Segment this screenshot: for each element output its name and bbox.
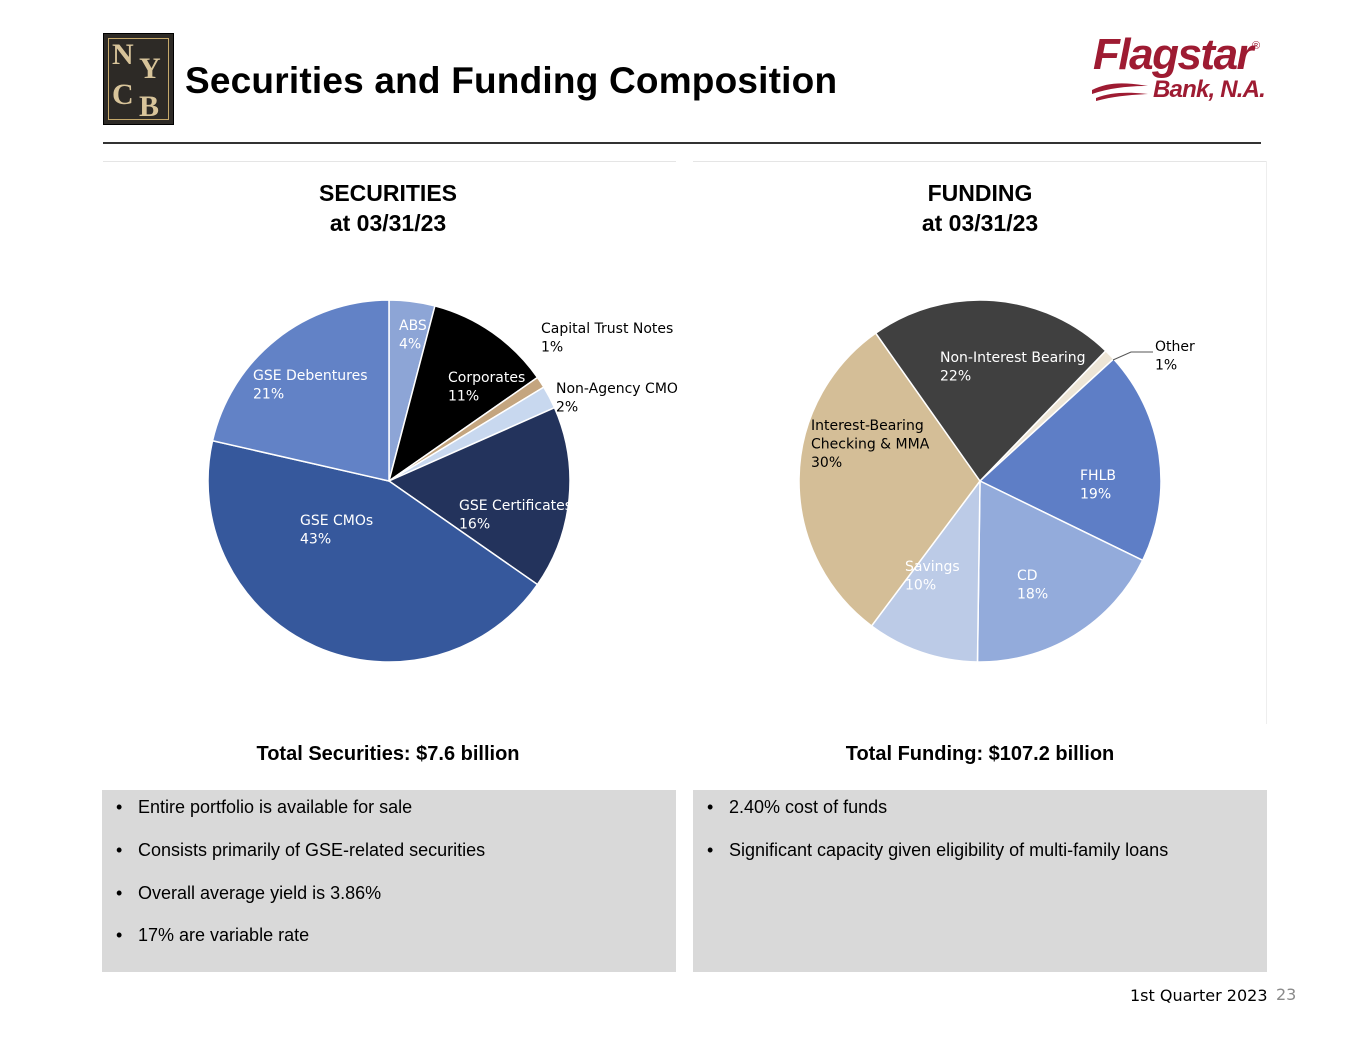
- page-title: Securities and Funding Composition: [185, 60, 838, 101]
- funding-chart-title: FUNDING at 03/31/23: [693, 178, 1267, 238]
- pie-slice-interest-bearing-checking-mma: [798, 332, 981, 627]
- logo-letter-n: N: [112, 38, 134, 71]
- pie-label: Non-Agency CMO 2%: [556, 381, 678, 416]
- list-item: • Overall average yield is 3.86%: [116, 883, 382, 903]
- pie-slice-savings: [870, 478, 981, 663]
- pie-label: Capital Trust Notes 1%: [541, 321, 673, 356]
- pie-slice-gse-certificates: [387, 406, 571, 586]
- footer-quarter: 1st Quarter 2023: [1130, 986, 1268, 1005]
- funding-panel-side-line: [1266, 161, 1267, 724]
- pie-label: GSE CMOs 43%: [300, 513, 373, 548]
- brand-registered-mark: ®: [1252, 40, 1261, 52]
- securities-total: Total Securities: $7.6 billion: [256, 743, 520, 765]
- securities-subtitle: at 03/31/23: [329, 210, 447, 236]
- securities-chart-title: SECURITIES at 03/31/23: [101, 178, 675, 238]
- pie-slice-fhlb: [978, 357, 1162, 562]
- leader-line: [1112, 351, 1153, 361]
- brand-name: Flagstar: [1093, 30, 1254, 79]
- pie-label: Non-Interest Bearing 22%: [940, 350, 1086, 385]
- securities-notes-box: • Entire portfolio is available for sale …: [102, 790, 676, 972]
- logo-letter-y: Y: [139, 52, 161, 85]
- pie-label: Corporates 11%: [448, 370, 525, 405]
- title-divider: [103, 142, 1261, 144]
- funding-total: Total Funding: $107.2 billion: [845, 743, 1115, 765]
- pie-slice-non-interest-bearing: [874, 299, 1107, 483]
- logo-letter-b: B: [139, 90, 160, 123]
- securities-panel-top-line: [103, 161, 676, 162]
- funding-pie-chart: Other 1% FHLB 19% CD 18% Savings 10% Interest-Be…: [798, 299, 1195, 663]
- list-item: • 17% are variable rate: [116, 925, 310, 945]
- nycb-logo: N Y C B: [103, 33, 174, 125]
- pie-label: GSE Certificates 16%: [459, 498, 572, 533]
- brand-subtitle: Bank, N.A.: [1153, 76, 1266, 103]
- list-item: • Consists primarily of GSE-related secur…: [116, 840, 486, 860]
- pie-slice-gse-debentures: [211, 299, 390, 482]
- pie-label: Interest-Bearing Checking & MMA 30%: [811, 418, 930, 471]
- pie-label: ABS 4%: [399, 318, 427, 353]
- list-item: • Entire portfolio is available for sale: [116, 797, 413, 817]
- logo-letter-c: C: [112, 78, 134, 111]
- funding-panel-top-line: [693, 161, 1266, 162]
- pie-label: FHLB 19%: [1080, 468, 1116, 503]
- funding-subtitle: at 03/31/23: [921, 210, 1039, 236]
- brand-swoosh-icon: [1092, 83, 1148, 101]
- pie-label: Savings 10%: [905, 559, 960, 594]
- funding-notes-box: • 2.40% cost of funds • Significant capaci…: [693, 790, 1267, 972]
- flagstar-logo: Flagstar ® Bank, N.A.: [1085, 30, 1270, 110]
- securities-pie-chart: ABS 4% Corporates 11% Capital Trust Notes 1% N…: [207, 299, 678, 663]
- funding-title: FUNDING: [927, 180, 1033, 206]
- pie-slice-gse-cmos: [207, 439, 539, 663]
- list-item: • Significant capacity given eligibility …: [707, 840, 1169, 860]
- pie-slice-cd: [976, 479, 1144, 663]
- securities-title: SECURITIES: [318, 180, 458, 206]
- pie-label: GSE Debentures 21%: [253, 368, 368, 403]
- page-number: 23: [1276, 985, 1297, 1004]
- pie-slice-corporates: [387, 305, 539, 483]
- pie-label: CD 18%: [1017, 568, 1048, 603]
- pie-label: Other 1%: [1155, 339, 1195, 374]
- list-item: • 2.40% cost of funds: [707, 797, 888, 817]
